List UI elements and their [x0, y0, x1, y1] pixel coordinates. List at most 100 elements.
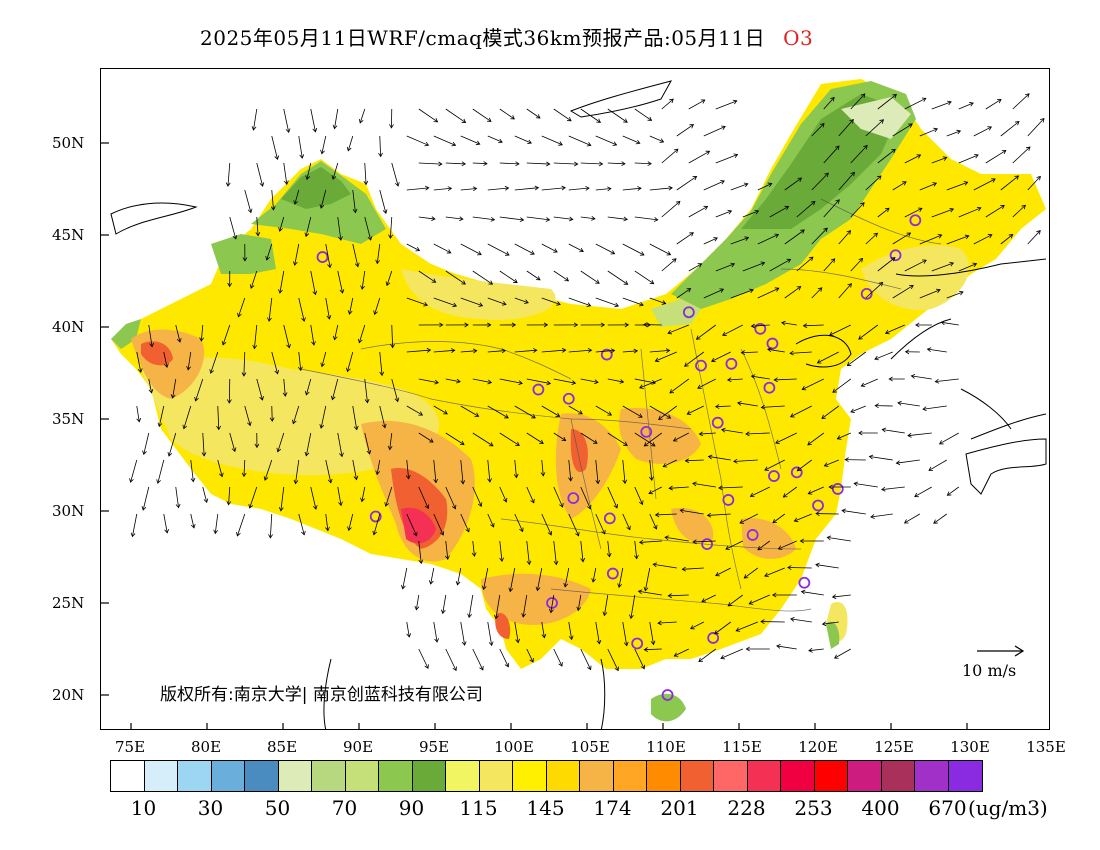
wind-vector-head: [619, 379, 625, 384]
station-marker: [707, 632, 720, 644]
wind-vector: [433, 621, 438, 643]
wind-vector: [644, 567, 651, 591]
legend-swatch: [714, 761, 748, 791]
wind-vector: [931, 101, 952, 110]
wind-vector: [769, 206, 789, 218]
wind-vector: [406, 243, 420, 251]
legend-swatch: [211, 761, 245, 791]
wind-vector: [243, 459, 246, 477]
wind-vector-head: [390, 343, 395, 349]
wind-vector: [430, 567, 435, 585]
wind-vector: [468, 594, 474, 618]
wind-vector-head: [942, 156, 948, 161]
station-marker: [661, 689, 674, 701]
wind-vector-head: [360, 497, 365, 503]
wind-vector: [266, 243, 273, 261]
wind-vector: [794, 513, 812, 522]
station-marker: [722, 494, 735, 506]
lon-label: 135E: [1026, 738, 1066, 756]
wind-vector: [715, 263, 735, 272]
wind-vector-head: [847, 283, 852, 288]
wind-vector: [634, 648, 645, 669]
wind-vector-head: [553, 248, 558, 253]
legend-label: 400: [861, 796, 900, 820]
wind-vector-head: [479, 665, 484, 671]
wind-vector-head: [667, 593, 673, 599]
wind-vector-head: [666, 251, 672, 256]
wind-vector: [541, 297, 561, 305]
wind-vector-head: [130, 532, 136, 538]
wind-vector: [1000, 175, 1019, 191]
wind-vector: [661, 258, 677, 272]
wind-vector: [730, 183, 748, 191]
wind-vector-head: [860, 202, 865, 207]
wind-vector-head: [274, 369, 280, 375]
wind-vector-head: [1014, 121, 1020, 126]
wind-vector-head: [720, 427, 726, 433]
wind-vector-head: [745, 646, 750, 652]
wind-vector-head: [705, 150, 711, 155]
wind-vector: [838, 283, 852, 299]
wind-vector-head: [972, 262, 978, 268]
lat-label: 35N: [52, 410, 85, 428]
wind-vector: [283, 162, 288, 185]
pollutant-label: O3: [783, 26, 814, 50]
wind-vector-head: [360, 285, 365, 290]
wind-vector-head: [312, 290, 318, 296]
wind-vector: [865, 232, 878, 245]
wind-vector: [823, 145, 840, 164]
station-marker: [754, 322, 767, 335]
wind-vector-head: [291, 419, 297, 425]
wind-vector: [622, 135, 640, 144]
wind-vector: [580, 108, 601, 123]
wind-vector-head: [831, 594, 837, 600]
wind-vector: [460, 459, 464, 484]
wind-vector-head: [789, 413, 795, 418]
wind-vector: [688, 99, 706, 110]
wind-vector: [389, 432, 393, 450]
wind-vector: [305, 432, 312, 456]
legend-swatch: [513, 761, 547, 791]
wind-vector-head: [653, 217, 659, 222]
wind-vector: [332, 162, 339, 180]
wind-vector: [418, 648, 429, 669]
wind-vector-head: [283, 180, 289, 186]
wind-vector: [757, 287, 779, 299]
wind-vector: [874, 351, 893, 360]
legend-label: 10: [130, 796, 157, 820]
wind-vector-head: [650, 442, 656, 447]
wind-vector: [499, 540, 503, 562]
wind-vector: [253, 108, 258, 131]
wind-vector-head: [614, 302, 620, 308]
wind-vector-head: [749, 288, 754, 294]
wind-vector: [264, 459, 273, 481]
wind-vector: [808, 648, 824, 652]
wind-vector-head: [423, 301, 429, 307]
wind-vector: [776, 645, 797, 650]
wind-vector-head: [735, 627, 741, 632]
wind-vector-head: [718, 485, 723, 491]
wind-vector: [703, 126, 726, 137]
legend-label: 253: [794, 796, 833, 820]
wind-vector: [703, 237, 718, 245]
wind-vector: [337, 216, 342, 241]
wind-vector-head: [598, 161, 604, 167]
wind-vector-head: [824, 172, 829, 178]
wind-vector: [157, 459, 165, 484]
wind-vector: [595, 297, 619, 307]
wind-vector: [607, 432, 628, 446]
wind-vector: [514, 243, 535, 255]
wind-vector-head: [796, 466, 802, 472]
wind-vector: [386, 270, 393, 286]
wind-vector: [283, 108, 290, 133]
wind-vector-head: [633, 554, 639, 560]
wind-vector-head: [801, 385, 807, 391]
wind-vector-head: [617, 583, 623, 588]
wind-vector: [433, 513, 444, 536]
wind-vector-head: [164, 363, 169, 368]
wind-vector-head: [549, 608, 554, 614]
wind-vector: [877, 94, 897, 110]
wind-vector-head: [579, 247, 584, 253]
wind-vector-head: [820, 122, 825, 128]
wind-vector: [568, 243, 584, 252]
